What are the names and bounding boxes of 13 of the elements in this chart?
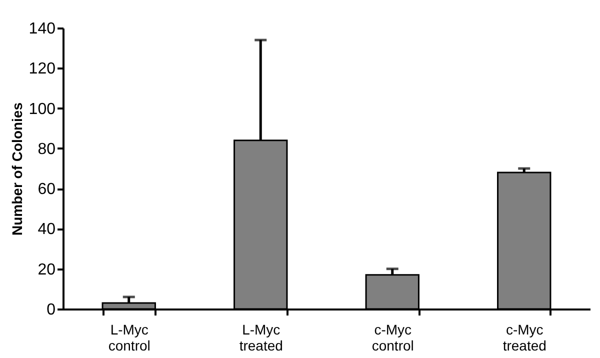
y-axis-title: Number of Colonies: [8, 102, 25, 236]
y-tick-label: 140: [28, 20, 56, 38]
y-tick-label: 60: [38, 181, 56, 198]
y-tick-label: 40: [38, 221, 56, 238]
y-tick-label: 100: [28, 100, 56, 118]
x-tick-label: c-Myc control: [372, 322, 414, 354]
y-tick-label: 120: [28, 60, 56, 78]
x-tick-label: L-Myc control: [108, 322, 150, 354]
y-tick-label: 0: [46, 302, 56, 318]
x-tick-label: L-Myc treated: [239, 322, 283, 354]
y-tick-label: 20: [38, 261, 56, 278]
y-tick-label: 80: [38, 140, 56, 158]
x-tick-label: c-Myc treated: [502, 322, 546, 354]
